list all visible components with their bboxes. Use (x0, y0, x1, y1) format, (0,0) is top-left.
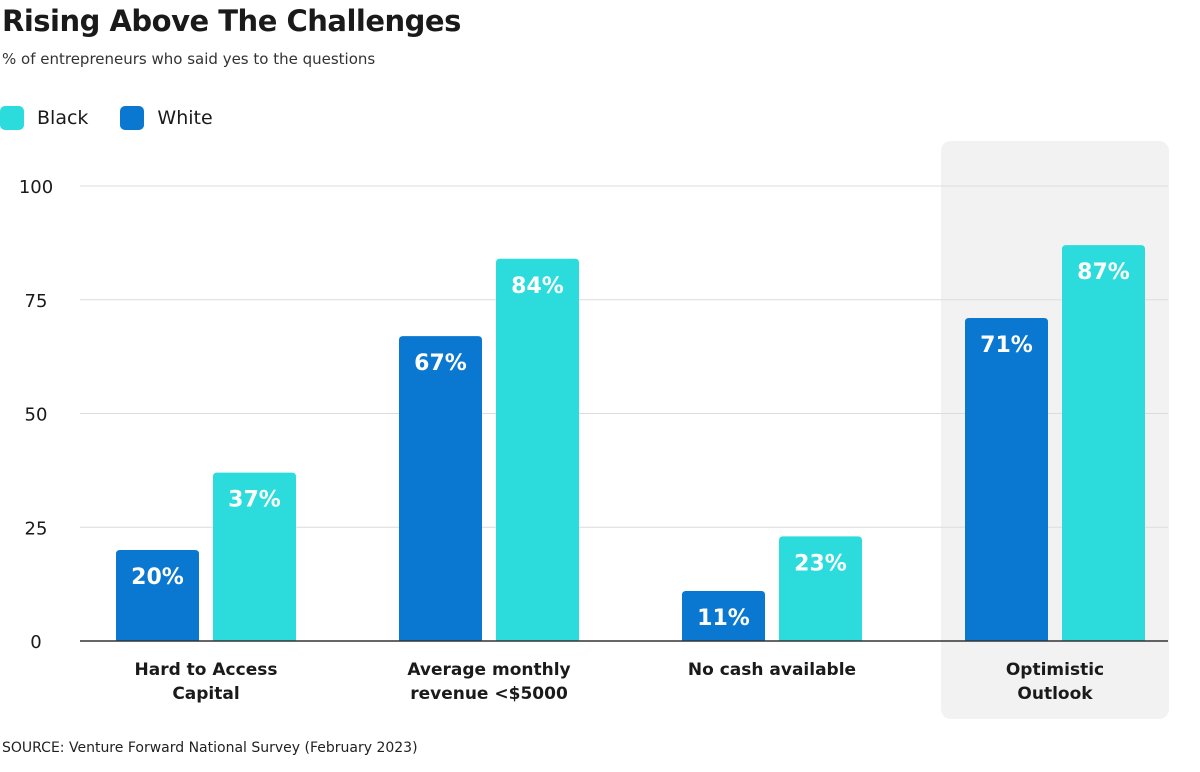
data-label-black-2: 23% (794, 551, 847, 576)
legend-label-white: White (157, 107, 213, 129)
data-label-black-0: 37% (228, 488, 281, 513)
source-note: SOURCE: Venture Forward National Survey … (2, 740, 418, 756)
legend-item-black: Black (0, 106, 88, 130)
bar-black-0 (213, 472, 296, 641)
chart-subtitle: % of entrepreneurs who said yes to the q… (2, 50, 376, 68)
x-tick-label-line: Average monthly (407, 660, 570, 680)
x-tick-label-2: No cash available (688, 660, 856, 680)
y-tick-label-25: 25 (25, 518, 48, 539)
x-tick-label-line: No cash available (688, 660, 856, 680)
x-tick-label-line: Outlook (1017, 684, 1093, 704)
x-tick-label-line: Hard to Access (135, 660, 278, 680)
x-tick-label-1: Average monthly revenue <$5000 (407, 660, 570, 704)
bar-chart: 0 25 50 75 100 20% 37% Hard to Access Capital 67%… (19, 141, 1169, 719)
legend: Black White (0, 106, 245, 130)
x-tick-label-0: Hard to Access Capital (135, 660, 278, 704)
x-tick-label-line: revenue <$5000 (410, 684, 568, 704)
y-tick-label-50: 50 (25, 405, 48, 426)
x-tick-label-3: Optimistic Outlook (1006, 660, 1104, 704)
data-label-black-1: 84% (511, 274, 564, 299)
data-label-white-1: 67% (414, 351, 467, 376)
bar-white-1 (399, 336, 482, 641)
legend-swatch-white (120, 106, 145, 130)
legend-label-black: Black (37, 107, 89, 129)
x-tick-label-line: Capital (172, 684, 239, 704)
bar-black-1 (496, 258, 579, 641)
data-label-black-3: 87% (1077, 260, 1130, 285)
bar-white-2 (682, 590, 765, 641)
y-tick-label-75: 75 (25, 291, 48, 312)
legend-swatch-black (0, 106, 24, 130)
data-label-white-2: 11% (697, 606, 750, 631)
y-tick-label-0: 0 (30, 632, 41, 653)
x-tick-label-line: Optimistic (1006, 660, 1104, 680)
data-label-white-3: 71% (980, 333, 1033, 358)
bar-white-0 (116, 550, 199, 641)
y-tick-label-100: 100 (19, 177, 53, 198)
bar-white-3 (965, 317, 1048, 641)
chart-title: Rising Above The Challenges (2, 4, 461, 38)
legend-item-white: White (120, 106, 213, 130)
data-label-white-0: 20% (131, 565, 184, 590)
bar-black-3 (1062, 245, 1145, 641)
bar-black-2 (779, 536, 862, 641)
